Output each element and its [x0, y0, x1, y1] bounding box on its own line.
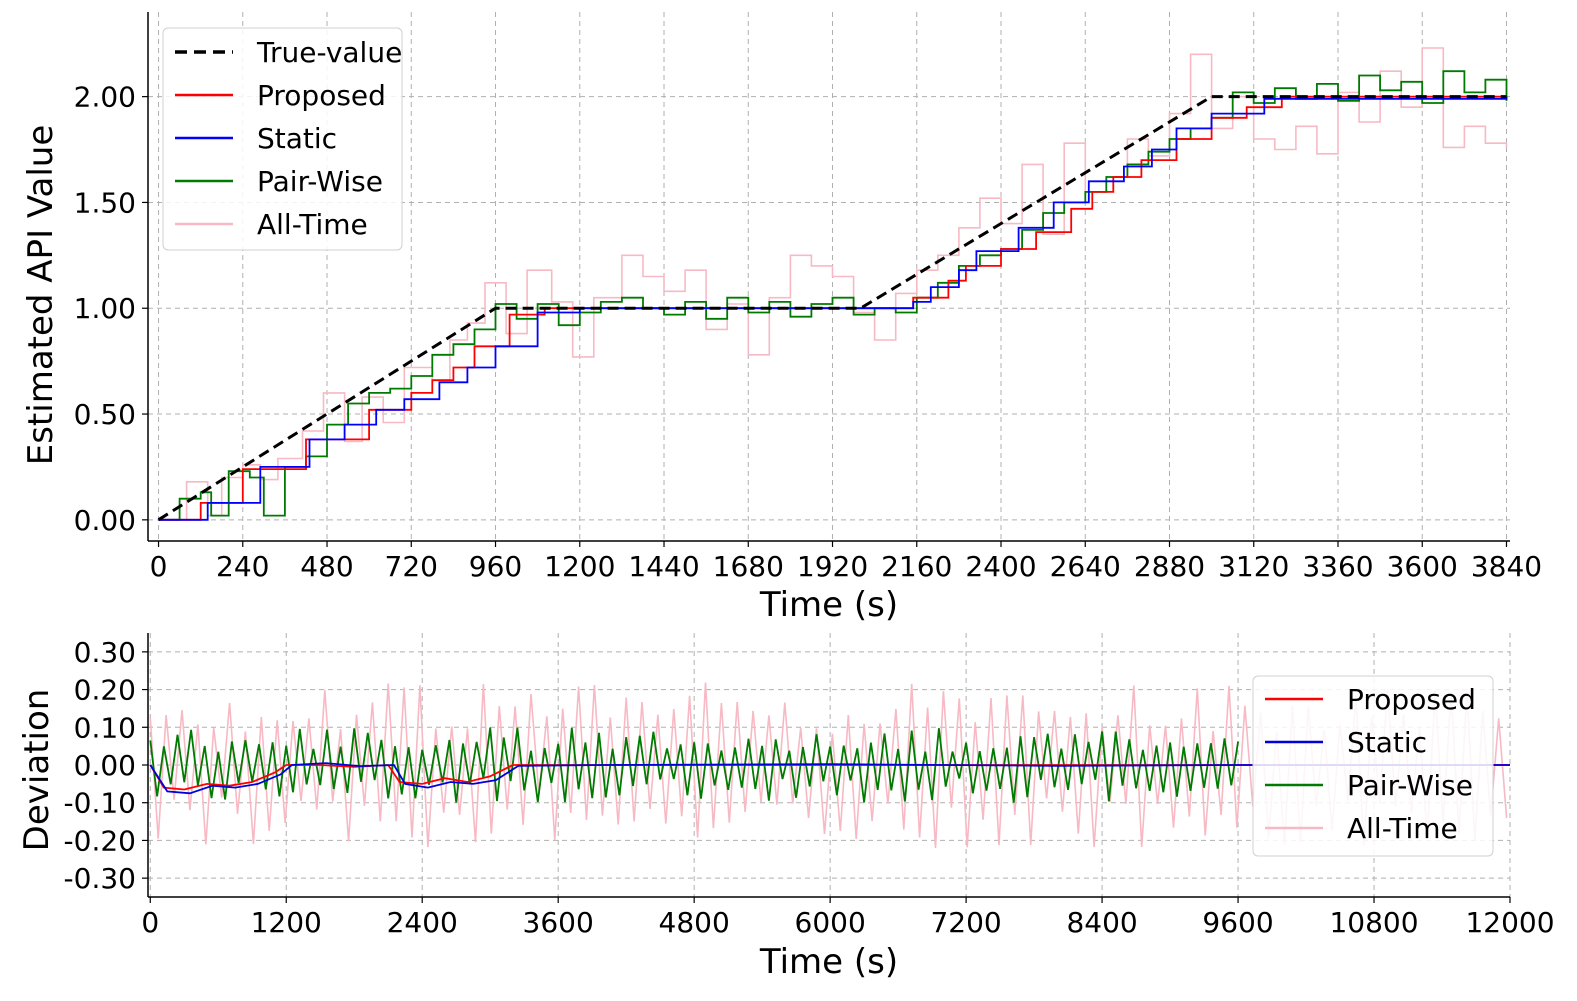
bottom-x-axis-label: Time (s): [759, 942, 898, 982]
bot-series-pair-wise: [149, 727, 1239, 803]
top-legend-label-pair-wise: Pair-Wise: [257, 165, 383, 198]
bottom-chart: 0 1200 2400 3600 4800 6000 7200 8400 9600 10800 12…: [17, 633, 1555, 982]
top-y-axis-label: Estimated API Value: [21, 125, 61, 466]
bottom-x-ticks: 0 1200 2400 3600 4800 6000 7200 8400 9600 10800 12…: [141, 897, 1555, 939]
top-x-ticks: 0 240 480 720 960 1200 1440 1680 1920 2160 2400 264…: [150, 541, 1542, 583]
bot-legend-label-proposed: Proposed: [1347, 683, 1476, 716]
top-x-tick-label: 960: [469, 550, 522, 583]
top-legend: True-value Proposed Static Pair-Wise All-Tim…: [162, 27, 403, 251]
top-x-tick-label: 2640: [1050, 550, 1121, 583]
bot-series-static: [149, 762, 1510, 795]
top-y-tick-label: 0.00: [74, 504, 136, 537]
bot-x-tick-label: 7200: [930, 906, 1001, 939]
top-x-tick-label: 720: [385, 550, 438, 583]
bot-y-tick-label: 0.00: [74, 749, 136, 782]
bot-x-tick-label: 8400: [1066, 906, 1137, 939]
bot-x-tick-label: 4800: [659, 906, 730, 939]
bot-y-tick-label: 0.10: [74, 711, 136, 744]
top-x-tick-label: 3840: [1471, 550, 1542, 583]
top-legend-frame: [162, 27, 403, 251]
top-chart: 0 240 480 720 960 1200 1440 1680 1920 2160 2400 264…: [21, 12, 1542, 625]
bot-y-tick-label: 0.20: [74, 674, 136, 707]
top-x-tick-label: 1200: [544, 550, 615, 583]
top-series-static: [158, 96, 1508, 521]
top-x-tick-label: 1680: [713, 550, 784, 583]
bottom-y-axis-label: Deviation: [17, 689, 57, 852]
bottom-legend: Proposed Static Pair-Wise All-Time: [1252, 675, 1494, 857]
top-x-tick-label: 2880: [1134, 550, 1205, 583]
top-y-tick-label: 2.00: [74, 81, 136, 114]
bot-legend-label-all-time: All-Time: [1347, 812, 1458, 845]
bot-legend-label-pair-wise: Pair-Wise: [1347, 769, 1473, 802]
top-legend-label-proposed: Proposed: [257, 79, 386, 112]
top-x-tick-label: 2160: [881, 550, 952, 583]
top-y-tick-label: 1.50: [74, 186, 136, 219]
top-x-axis-label: Time (s): [759, 585, 898, 625]
top-x-tick-label: 480: [300, 550, 353, 583]
top-x-tick-label: 0: [150, 550, 168, 583]
bottom-legend-frame: [1252, 675, 1494, 857]
top-x-tick-label: 240: [216, 550, 269, 583]
top-series-group: [157, 47, 1508, 522]
top-y-tick-label: 1.00: [74, 292, 136, 325]
bot-x-tick-label: 9600: [1202, 906, 1273, 939]
bottom-y-ticks: -0.30 -0.20 -0.10 0.00 0.10 0.20 0.30: [64, 636, 148, 895]
top-x-tick-label: 1920: [797, 550, 868, 583]
top-legend-label-static: Static: [257, 122, 337, 155]
bot-x-tick-label: 2400: [387, 906, 458, 939]
top-y-ticks: 0.00 0.50 1.00 1.50 2.00: [74, 81, 148, 537]
bot-y-tick-label: 0.30: [74, 636, 136, 669]
bot-x-tick-label: 3600: [523, 906, 594, 939]
top-series-all-time: [158, 47, 1508, 521]
bot-x-tick-label: 1200: [251, 906, 322, 939]
top-x-tick-label: 3120: [1218, 550, 1289, 583]
top-legend-label-true-value: True-value: [256, 36, 402, 69]
bot-x-tick-label: 12000: [1465, 906, 1554, 939]
top-series-pair-wise: [158, 70, 1508, 521]
bot-legend-label-static: Static: [1347, 726, 1427, 759]
top-x-tick-label: 1440: [628, 550, 699, 583]
top-x-tick-label: 3360: [1302, 550, 1373, 583]
bot-x-tick-label: 10800: [1329, 906, 1418, 939]
top-x-tick-label: 2400: [965, 550, 1036, 583]
top-series-true-value: [157, 95, 1507, 522]
bot-y-tick-label: -0.30: [64, 862, 136, 895]
bot-x-tick-label: 6000: [795, 906, 866, 939]
top-y-tick-label: 0.50: [74, 398, 136, 431]
top-legend-label-all-time: All-Time: [257, 208, 368, 241]
bot-y-tick-label: -0.20: [64, 824, 136, 857]
bot-x-tick-label: 0: [141, 906, 159, 939]
bot-y-tick-label: -0.10: [64, 787, 136, 820]
top-x-tick-label: 3600: [1387, 550, 1458, 583]
